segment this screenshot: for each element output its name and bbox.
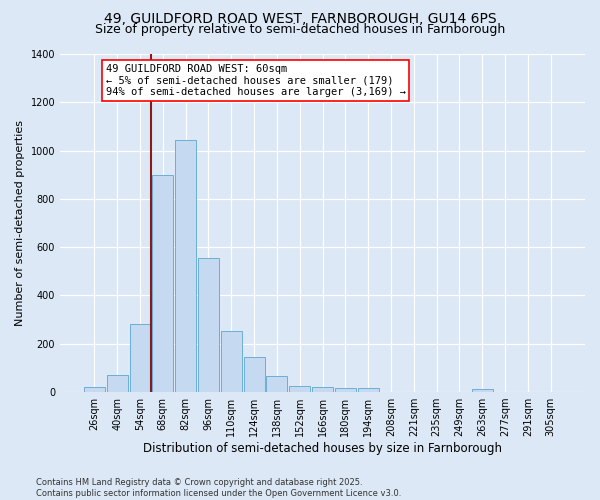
Bar (198, 258, 219, 392)
Text: 49 GUILDFORD ROAD WEST: 60sqm
← 5% of semi-detached houses are smaller (179)
94%: 49 GUILDFORD ROAD WEST: 60sqm ← 5% of se… (106, 64, 406, 97)
Text: 49, GUILDFORD ROAD WEST, FARNBOROUGH, GU14 6PS: 49, GUILDFORD ROAD WEST, FARNBOROUGH, GU… (104, 12, 496, 26)
Bar (175, 140, 196, 392)
Bar (130, 324, 151, 392)
Y-axis label: Number of semi-detached properties: Number of semi-detached properties (15, 120, 25, 326)
X-axis label: Distribution of semi-detached houses by size in Farnborough: Distribution of semi-detached houses by … (143, 442, 502, 455)
Bar (312, 387, 333, 392)
Bar (152, 174, 173, 392)
Bar (266, 376, 287, 392)
Bar (84, 388, 105, 392)
Bar (335, 388, 356, 392)
Bar (472, 389, 493, 392)
Bar (289, 386, 310, 392)
Bar (221, 330, 242, 392)
Bar (107, 375, 128, 392)
Bar (358, 388, 379, 392)
Text: Size of property relative to semi-detached houses in Farnborough: Size of property relative to semi-detach… (95, 23, 505, 36)
Bar (244, 357, 265, 392)
Text: Contains HM Land Registry data © Crown copyright and database right 2025.
Contai: Contains HM Land Registry data © Crown c… (36, 478, 401, 498)
